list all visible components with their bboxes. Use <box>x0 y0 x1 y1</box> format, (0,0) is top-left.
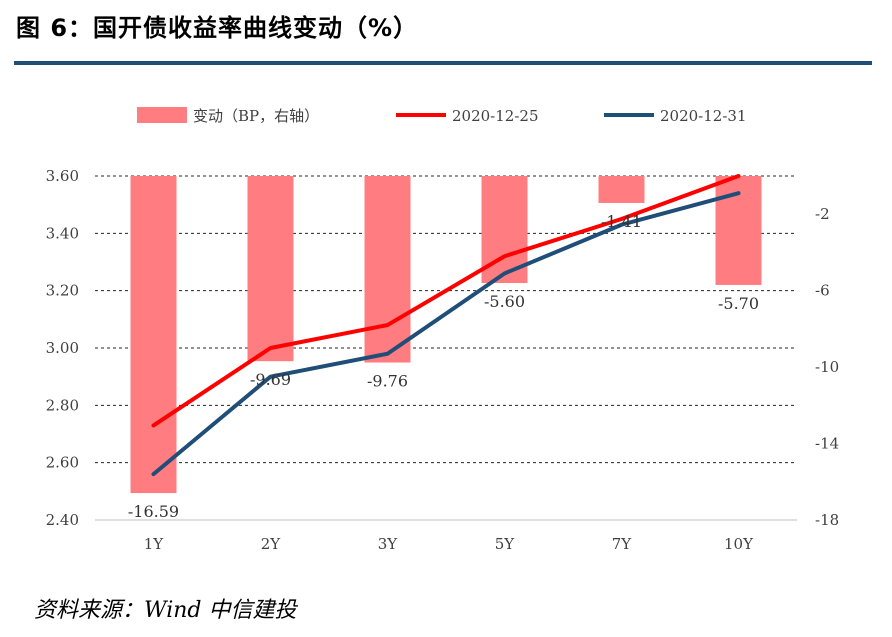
category-label: 1Y <box>144 535 165 553</box>
category-label: 3Y <box>378 535 399 553</box>
bar-data-label: -9.69 <box>250 370 291 389</box>
bar-3Y <box>364 176 411 363</box>
line-2020-12-25 <box>151 174 741 428</box>
axes: 2.40 2.60 2.80 3.00 3.20 3.40 3.60 -18 -14 -10 -6 -… <box>46 167 840 553</box>
left-tick-label: 2.80 <box>46 396 79 414</box>
bar-7Y <box>598 176 645 203</box>
legend-label-line-1: 2020-12-25 <box>452 107 538 125</box>
legend-label-line-2: 2020-12-31 <box>660 107 746 125</box>
right-tick-label: -2 <box>815 205 830 223</box>
legend: 变动（BP，右轴） 2020-12-25 2020-12-31 <box>137 107 746 125</box>
category-label: 5Y <box>495 535 516 553</box>
line-2020-12-31 <box>151 191 741 477</box>
left-tick-label: 2.40 <box>46 511 79 529</box>
left-tick-label: 3.40 <box>46 224 79 242</box>
bar-data-label: -16.59 <box>128 502 179 521</box>
bar-series <box>130 176 762 494</box>
bar-2Y <box>247 176 294 362</box>
right-tick-label: -18 <box>815 511 839 529</box>
line-series <box>151 174 741 477</box>
legend-label-bars: 变动（BP，右轴） <box>193 107 319 125</box>
left-tick-label: 3.60 <box>46 167 79 185</box>
category-label: 2Y <box>261 535 282 553</box>
right-tick-label: -14 <box>815 435 839 453</box>
yield-curve-chart: 2.40 2.60 2.80 3.00 3.20 3.40 3.60 -18 -14 -10 -6 -… <box>46 107 840 553</box>
right-tick-label: -6 <box>815 282 830 300</box>
category-label: 10Y <box>724 535 754 553</box>
bar-data-label: -9.76 <box>367 372 408 391</box>
bar-data-label: -5.70 <box>718 294 759 313</box>
left-tick-label: 2.60 <box>46 454 79 472</box>
legend-swatch-bars <box>137 107 187 123</box>
category-label: 7Y <box>612 535 633 553</box>
data-labels: -16.59 -9.69 -9.76 -5.60 -1.41 -5.70 <box>128 212 759 521</box>
grid-lines <box>95 175 797 464</box>
left-tick-label: 3.20 <box>46 282 79 300</box>
source-note: 资料来源：Wind 中信建投 <box>34 598 297 623</box>
bar-data-label: -5.60 <box>484 292 525 311</box>
left-tick-label: 3.00 <box>46 339 79 357</box>
figure-title: 图 6：国开债收益率曲线变动（%） <box>16 14 419 42</box>
right-tick-label: -10 <box>815 358 839 376</box>
bar-data-label: -1.41 <box>601 212 642 231</box>
bar-1Y <box>130 176 177 494</box>
title-rule <box>14 61 872 65</box>
